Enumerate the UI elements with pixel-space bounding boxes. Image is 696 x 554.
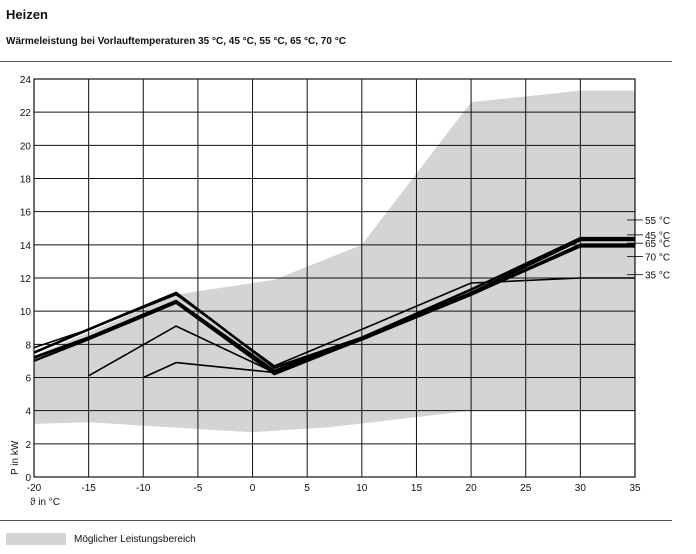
bottom-divider: [0, 520, 672, 521]
x-tick-label: 10: [356, 483, 368, 494]
y-tick-label: 22: [20, 108, 32, 119]
series-label: 45 °C: [645, 231, 670, 242]
top-divider: [0, 61, 672, 62]
x-tick-label: 30: [575, 483, 587, 494]
series-line: [33, 245, 635, 376]
series-label: 65 °C: [645, 239, 670, 250]
x-tick-label: 15: [411, 483, 423, 494]
legend-swatch: [6, 533, 66, 545]
chart-svg: 55 °C45 °C65 °C70 °C35 °C024681012141618…: [10, 75, 670, 508]
y-tick-label: 12: [20, 274, 32, 285]
x-tick-label: 20: [466, 483, 478, 494]
y-tick-label: 2: [25, 440, 31, 451]
y-tick-label: 24: [20, 75, 32, 86]
series-label: 70 °C: [645, 252, 670, 263]
x-axis-label: ϑ in °C: [30, 497, 60, 508]
series-line: [88, 325, 275, 377]
y-tick-label: 0: [25, 473, 31, 484]
x-tick-label: -10: [136, 483, 151, 494]
y-tick-label: 6: [25, 374, 31, 385]
y-axis-label: P in kW: [10, 440, 21, 475]
y-tick-label: 16: [20, 208, 32, 219]
y-tick-label: 18: [20, 175, 32, 186]
x-tick-label: 35: [629, 483, 641, 494]
y-tick-label: 20: [20, 141, 32, 152]
series-label: 55 °C: [645, 216, 670, 227]
x-tick-label: -5: [193, 483, 202, 494]
x-tick-label: 0: [250, 483, 256, 494]
chart-subtitle: Wärmeleistung bei Vorlauftemperaturen 35…: [6, 36, 346, 47]
series-line: [142, 361, 275, 379]
series-label: 35 °C: [645, 271, 670, 282]
x-tick-label: 25: [520, 483, 532, 494]
y-tick-label: 10: [20, 307, 32, 318]
series-line: [33, 277, 635, 367]
area-band: [34, 90, 635, 433]
y-tick-label: 14: [20, 241, 32, 252]
legend: Möglicher Leistungsbereich: [6, 533, 196, 545]
x-tick-label: 5: [304, 483, 310, 494]
y-tick-label: 8: [25, 340, 31, 351]
x-tick-label: -20: [27, 483, 42, 494]
x-tick-label: -15: [81, 483, 96, 494]
y-tick-label: 4: [25, 407, 31, 418]
page-title: Heizen: [6, 7, 48, 22]
legend-label: Möglicher Leistungsbereich: [74, 533, 196, 545]
